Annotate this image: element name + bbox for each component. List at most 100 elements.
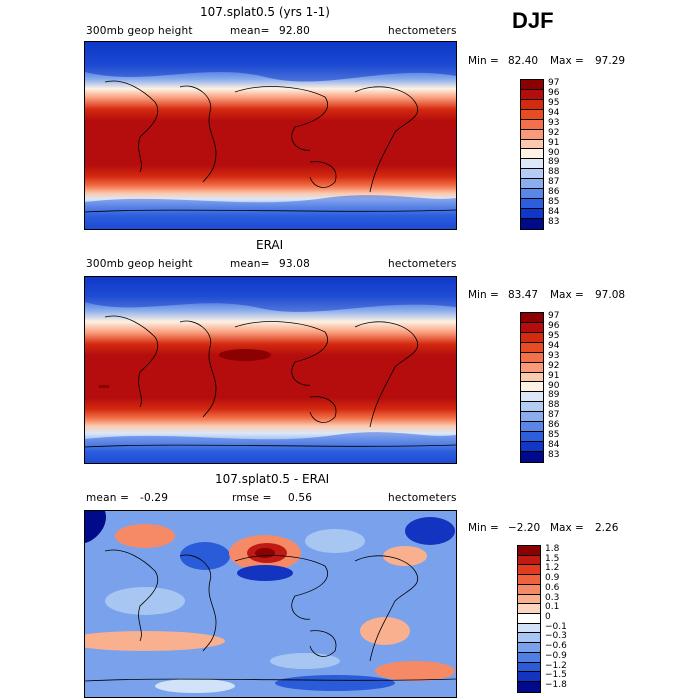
colorbar-swatch	[518, 584, 540, 595]
colorbar-tick-label: 0.6	[545, 582, 560, 593]
colorbar-tick-label: 91	[548, 370, 560, 381]
colorbar-swatch	[521, 99, 543, 110]
colorbar-swatch	[521, 139, 543, 150]
colorbar-tick-label: −0.9	[545, 650, 567, 661]
panel2-mean-value: 93.08	[279, 258, 311, 270]
colorbar-swatch	[521, 80, 543, 90]
colorbar-swatch	[518, 565, 540, 576]
panel1-title: 107.splat0.5 (yrs 1-1)	[200, 5, 330, 19]
colorbar-swatch	[518, 652, 540, 663]
colorbar-tick-label: 96	[548, 320, 560, 331]
colorbar-swatch	[518, 555, 540, 566]
colorbar-tick-label: 86	[548, 187, 560, 198]
colorbar-swatch	[521, 218, 543, 229]
panel2-colorbar-labels: 97 96 95 94 93 92 91 90 89 88 87 86 85 84 83	[520, 310, 580, 462]
colorbar-tick-label: 93	[548, 350, 560, 361]
colorbar-tick-label: 0	[545, 612, 551, 622]
colorbar-tick-label: 95	[548, 97, 560, 108]
colorbar-tick-label: 86	[548, 420, 560, 431]
colorbar-swatch	[521, 189, 543, 200]
panel2-coastlines	[85, 315, 456, 448]
colorbar-tick-label: 90	[548, 147, 560, 158]
colorbar-tick-label: 85	[548, 197, 560, 208]
colorbar-swatch	[518, 575, 540, 585]
colorbar-tick-label: 0.1	[545, 602, 560, 613]
colorbar-swatch	[521, 149, 543, 160]
colorbar-tick-label: 97	[548, 77, 560, 88]
colorbar-tick-label: 95	[548, 330, 560, 341]
panel1-colorbar-labels: 97 96 95 94 93 92 91 90 89 88 87 86 85 84 83	[520, 77, 580, 229]
panel3-colorbar	[517, 545, 541, 693]
colorbar-tick-label: −1.5	[545, 670, 567, 681]
colorbar-swatch	[521, 372, 543, 383]
panel3-coastlines	[85, 549, 456, 682]
panel3-max-label: Max =	[550, 522, 584, 534]
colorbar-tick-label: 92	[548, 127, 560, 138]
colorbar-tick-label: 0.9	[545, 573, 560, 584]
panel3-min-value: −2.20	[508, 522, 541, 534]
colorbar-tick-label: −0.6	[545, 641, 567, 652]
colorbar-swatch	[521, 352, 543, 363]
panel2-units: hectometers	[388, 258, 457, 270]
colorbar-swatch	[521, 89, 543, 100]
colorbar-tick-label: 83	[548, 217, 560, 228]
colorbar-swatch	[518, 623, 540, 634]
panel3-rmse-label: rmse =	[232, 492, 272, 504]
panel2-mean-label: mean=	[230, 258, 270, 270]
colorbar-swatch	[521, 392, 543, 403]
colorbar-tick-label: 83	[548, 450, 560, 461]
colorbar-swatch	[521, 179, 543, 190]
colorbar-swatch	[521, 451, 543, 462]
colorbar-swatch	[518, 633, 540, 644]
panel1-units: hectometers	[388, 25, 457, 37]
panel2-max-value: 97.08	[595, 289, 626, 301]
panel3-mean-value: -0.29	[140, 492, 169, 504]
panel1-coastlines	[85, 80, 456, 213]
colorbar-tick-label: 87	[548, 410, 560, 421]
colorbar-tick-label: 92	[548, 360, 560, 371]
colorbar-swatch	[521, 169, 543, 180]
panel3-max-value: 2.26	[595, 522, 619, 534]
panel1-min-label: Min =	[468, 55, 499, 67]
panel1-max-value: 97.29	[595, 55, 626, 67]
colorbar-tick-label: 84	[548, 207, 560, 218]
colorbar-swatch	[518, 614, 540, 624]
colorbar-tick-label: 87	[548, 177, 560, 188]
colorbar-swatch	[518, 546, 540, 556]
colorbar-swatch	[521, 322, 543, 333]
panel2-max-label: Max =	[550, 289, 584, 301]
panel3-min-label: Min =	[468, 522, 499, 534]
panel3-mean-label: mean =	[86, 492, 130, 504]
panel3-anomaly-blobs	[85, 511, 455, 693]
colorbar-swatch	[518, 643, 540, 653]
panel2-title: ERAI	[256, 238, 284, 252]
colorbar-swatch	[521, 313, 543, 323]
colorbar-tick-label: 97	[548, 310, 560, 321]
colorbar-swatch	[521, 402, 543, 413]
colorbar-swatch	[521, 422, 543, 433]
panel1-map	[84, 41, 457, 230]
panel2-variable-label: 300mb geop height	[86, 258, 193, 270]
colorbar-tick-label: 88	[548, 400, 560, 411]
colorbar-swatch	[521, 382, 543, 393]
panel3-title: 107.splat0.5 - ERAI	[215, 472, 330, 486]
panel1-wave-1	[85, 42, 456, 82]
colorbar-tick-label: 94	[548, 107, 560, 118]
colorbar-tick-label: −1.2	[545, 660, 567, 671]
panel2-wave-1	[85, 277, 456, 312]
colorbar-tick-label: 89	[548, 390, 560, 401]
panel3-units: hectometers	[388, 492, 457, 504]
colorbar-swatch	[521, 199, 543, 209]
colorbar-tick-label: 1.2	[545, 563, 560, 574]
panel2-colorbar	[520, 312, 544, 463]
colorbar-swatch	[521, 432, 543, 442]
panel2-map	[84, 276, 457, 464]
colorbar-tick-label: 0.3	[545, 592, 560, 603]
colorbar-swatch	[518, 672, 540, 683]
colorbar-tick-label: 93	[548, 117, 560, 128]
panel3-map	[84, 510, 457, 698]
colorbar-tick-label: 1.5	[545, 553, 560, 564]
colorbar-swatch	[521, 159, 543, 170]
colorbar-tick-label: 94	[548, 340, 560, 351]
colorbar-tick-label: 88	[548, 167, 560, 178]
